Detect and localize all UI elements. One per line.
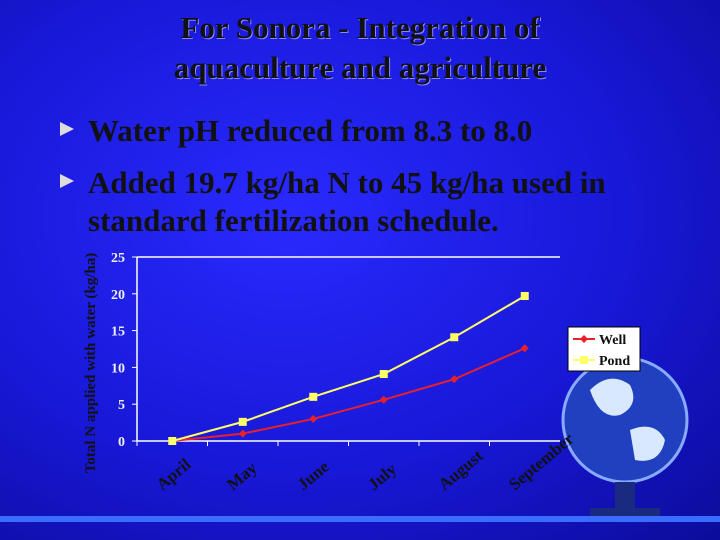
y-axis-label: Total N applied with water (kg/ha) (83, 253, 99, 473)
point (520, 292, 529, 301)
y-tick-label: 20 (111, 288, 125, 303)
point (580, 335, 588, 343)
y-tick-label: 25 (111, 251, 125, 266)
point (168, 437, 177, 445)
x-tick-label: September (505, 429, 578, 494)
bullet-text: Added 19.7 kg/ha N to 45 kg/ha used in s… (88, 165, 606, 238)
y-tick-label: 5 (118, 398, 125, 413)
series-line (171, 295, 526, 442)
y-tick-label: 15 (111, 325, 125, 340)
legend-label: Well (599, 333, 626, 348)
bullet: Water pH reduced from 8.3 to 8.0 (60, 112, 708, 150)
legend-label: Pond (599, 354, 630, 369)
point (309, 414, 318, 423)
point (379, 370, 388, 379)
point (238, 429, 247, 438)
series-line (172, 347, 526, 442)
x-tick-label: April (153, 454, 195, 494)
y-tick-label: 0 (118, 435, 125, 450)
point (450, 375, 459, 384)
x-tick-label: August (435, 446, 487, 494)
point (450, 333, 459, 342)
point (379, 395, 388, 404)
bullet: Added 19.7 kg/ha N to 45 kg/ha used in s… (60, 164, 708, 240)
point (580, 356, 588, 364)
point (520, 344, 529, 353)
y-tick-label: 10 (111, 361, 125, 376)
footer-stripe (0, 516, 720, 522)
slide-title: For Sonora - Integration of aquaculture … (173, 10, 547, 85)
x-tick-label: May (223, 458, 261, 494)
bullet-text: Water pH reduced from 8.3 to 8.0 (88, 113, 533, 148)
x-tick-label: July (364, 459, 400, 494)
globe-icon (561, 356, 689, 518)
point (238, 417, 247, 426)
point (309, 392, 318, 401)
x-tick-label: June (294, 457, 333, 494)
